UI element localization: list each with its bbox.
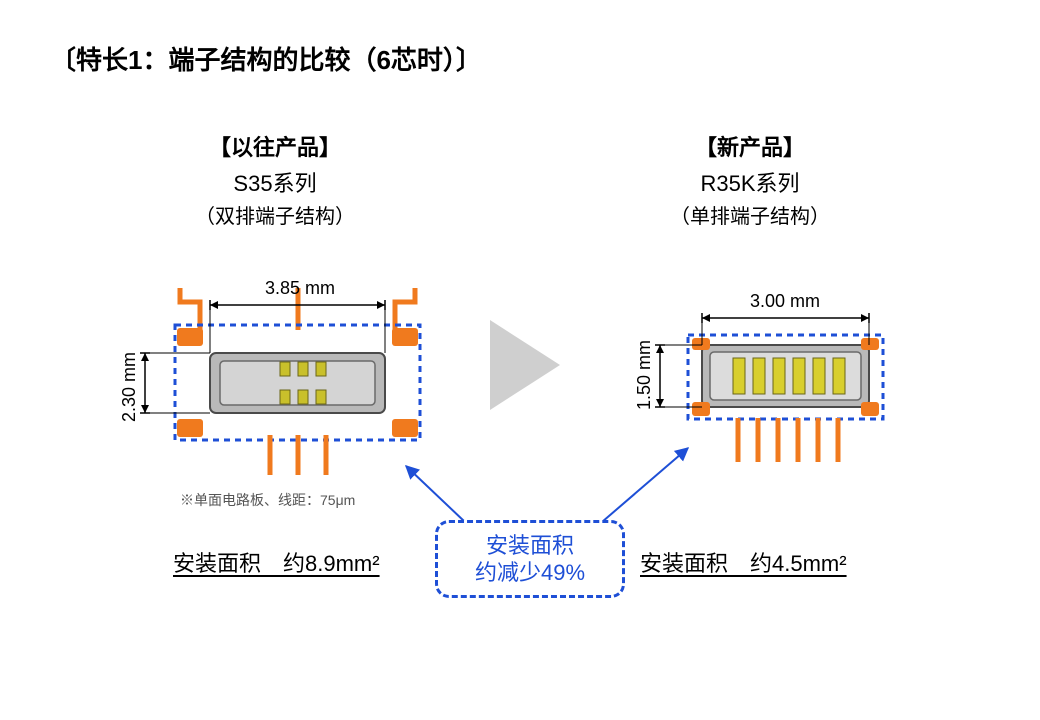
svg-text:3.00 mm: 3.00 mm bbox=[750, 291, 820, 311]
left-sub-label: （双排端子结构） bbox=[135, 200, 415, 229]
page-title: 〔特长1：端子结构的比较（6芯时）〕 bbox=[50, 40, 482, 77]
callout-line1: 安装面积 bbox=[486, 532, 574, 560]
svg-text:3.85 mm: 3.85 mm bbox=[265, 278, 335, 298]
right-column-heading: 【新产品】 R35K系列 （单排端子结构） bbox=[610, 130, 890, 229]
reduction-callout: 安装面积 约减少49% bbox=[435, 520, 625, 598]
left-connector-diagram: 3.85 mm 2.30 mm bbox=[105, 270, 425, 480]
left-column-heading: 【以往产品】 S35系列 （双排端子结构） bbox=[135, 130, 415, 229]
svg-text:2.30 mm: 2.30 mm bbox=[119, 352, 139, 422]
right-connector-diagram: 3.00 mm 1.50 mm bbox=[610, 280, 910, 470]
right-mount-area-label: 安装面积 约4.5mm² bbox=[640, 546, 847, 578]
left-mount-area-label: 安装面积 约8.9mm² bbox=[173, 546, 380, 578]
left-bracket-label: 【以往产品】 bbox=[135, 130, 415, 162]
right-sub-label: （单排端子结构） bbox=[610, 200, 890, 229]
callout-line2: 约减少49% bbox=[475, 559, 585, 587]
right-bracket-label: 【新产品】 bbox=[610, 130, 890, 162]
svg-text:1.50 mm: 1.50 mm bbox=[634, 340, 654, 410]
right-series-name: R35K系列 bbox=[610, 166, 890, 198]
comparison-arrow-icon bbox=[490, 320, 560, 410]
footnote-text: ※单面电路板、线距：75μm bbox=[180, 490, 355, 510]
left-series-name: S35系列 bbox=[135, 166, 415, 198]
